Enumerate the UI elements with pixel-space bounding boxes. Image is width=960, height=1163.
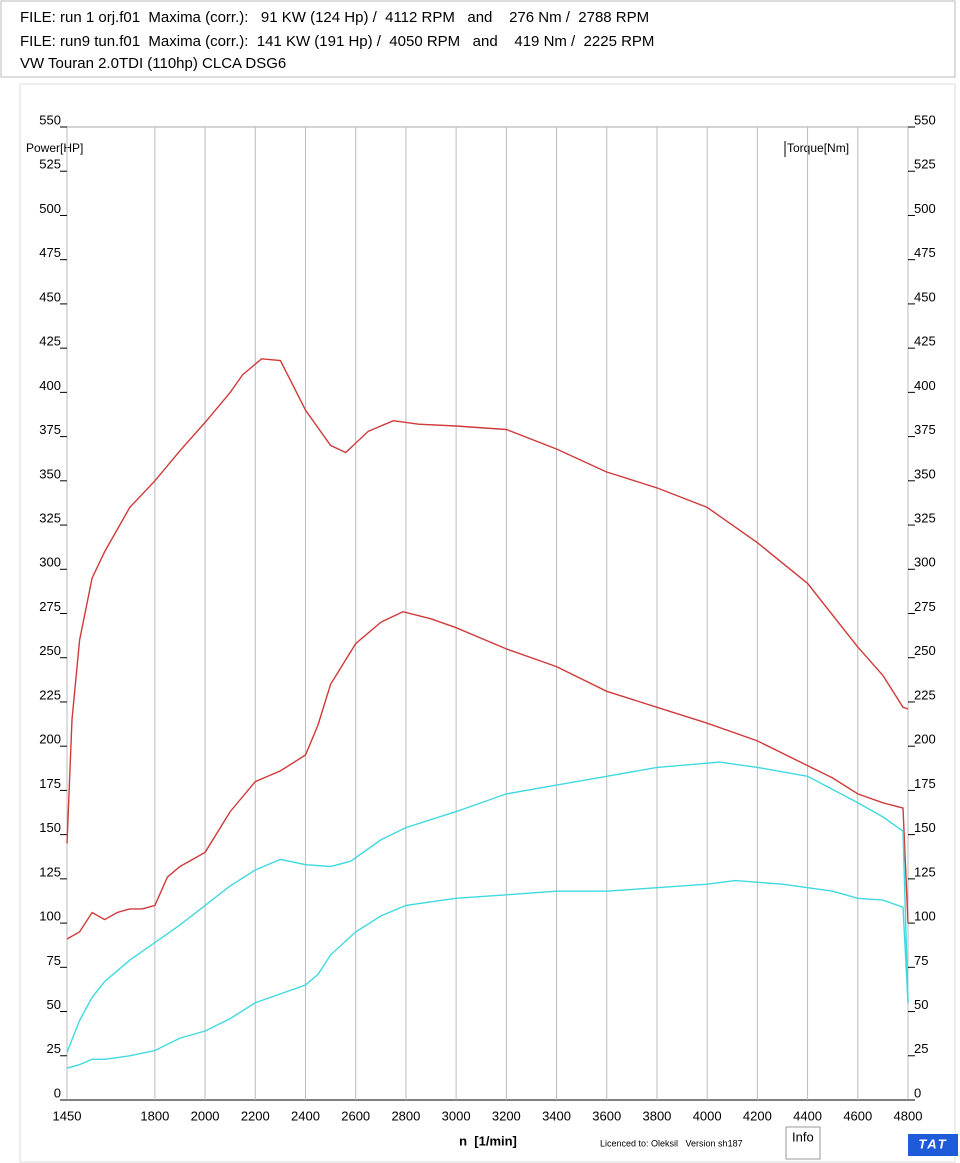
x-tick-label: 2600 bbox=[341, 1108, 370, 1123]
y-tick-label: 550 bbox=[39, 112, 61, 127]
x-tick-label: 2400 bbox=[291, 1108, 320, 1123]
x-tick-label: 3600 bbox=[592, 1108, 621, 1123]
x-axis-label: n [1/min] bbox=[459, 1133, 517, 1148]
x-tick-label: 4000 bbox=[693, 1108, 722, 1123]
y2-tick-label: 200 bbox=[914, 732, 936, 747]
y-tick-label: 400 bbox=[39, 378, 61, 393]
y2-tick-label: 250 bbox=[914, 643, 936, 658]
y-tick-label: 125 bbox=[39, 864, 61, 879]
header-box bbox=[0, 0, 956, 78]
y-tick-label: 175 bbox=[39, 776, 61, 791]
y-tick-label: 475 bbox=[39, 245, 61, 260]
y-tick-label: 75 bbox=[47, 953, 61, 968]
licence-text: Licenced to: Oleksil Version sh187 bbox=[600, 1138, 743, 1148]
y-tick-label: 150 bbox=[39, 820, 61, 835]
y2-tick-label: 400 bbox=[914, 378, 936, 393]
logo: TAT bbox=[918, 1136, 947, 1151]
logo-box bbox=[908, 1134, 958, 1156]
x-tick-label: 4600 bbox=[843, 1108, 872, 1123]
y-tick-label: 225 bbox=[39, 687, 61, 702]
x-tick-label: 1800 bbox=[140, 1108, 169, 1123]
y-tick-label: 50 bbox=[47, 997, 61, 1012]
y2-tick-label: 125 bbox=[914, 864, 936, 879]
y2-tick-label: 0 bbox=[914, 1085, 921, 1100]
header-line: VW Touran 2.0TDI (110hp) CLCA DSG6 bbox=[20, 55, 286, 72]
x-tick-label: 4400 bbox=[793, 1108, 822, 1123]
info-button-label[interactable]: Info bbox=[792, 1129, 814, 1144]
y-tick-label: 525 bbox=[39, 157, 61, 172]
y-tick-label: 200 bbox=[39, 732, 61, 747]
y-tick-label: 250 bbox=[39, 643, 61, 658]
header-line: FILE: run 1 orj.f01 Maxima (corr.): 91 K… bbox=[20, 9, 649, 26]
y-tick-label: 100 bbox=[39, 909, 61, 924]
y2-tick-label: 350 bbox=[914, 466, 936, 481]
y-tick-label: 25 bbox=[47, 1041, 61, 1056]
y2-tick-label: 300 bbox=[914, 555, 936, 570]
series-line bbox=[66, 358, 909, 844]
y-tick-label: 500 bbox=[39, 201, 61, 216]
y-tick-label: 425 bbox=[39, 334, 61, 349]
x-tick-label: 3400 bbox=[542, 1108, 571, 1123]
y2-tick-label: 100 bbox=[914, 909, 936, 924]
y2-tick-label: 375 bbox=[914, 422, 936, 437]
y-tick-label: 450 bbox=[39, 289, 61, 304]
y2-tick-label: 500 bbox=[914, 201, 936, 216]
series-line bbox=[66, 610, 909, 940]
y2-tick-label: 525 bbox=[914, 157, 936, 172]
series-line bbox=[66, 761, 909, 1053]
y2-tick-label: 450 bbox=[914, 289, 936, 304]
chart-frame bbox=[19, 83, 956, 1163]
info-button[interactable] bbox=[785, 1126, 821, 1160]
y2-tick-label: 325 bbox=[914, 510, 936, 525]
y2-tick-label: 50 bbox=[914, 997, 928, 1012]
x-tick-label: 2000 bbox=[191, 1108, 220, 1123]
x-tick-label: 3800 bbox=[642, 1108, 671, 1123]
y-tick-label: 275 bbox=[39, 599, 61, 614]
y-tick-label: 350 bbox=[39, 466, 61, 481]
y-tick-label: 0 bbox=[54, 1085, 61, 1100]
x-tick-label: 2800 bbox=[391, 1108, 420, 1123]
y2-tick-label: 475 bbox=[914, 245, 936, 260]
x-tick-label: 2200 bbox=[241, 1108, 270, 1123]
y2-tick-label: 25 bbox=[914, 1041, 928, 1056]
y2-tick-label: 175 bbox=[914, 776, 936, 791]
header-line: FILE: run9 tun.f01 Maxima (corr.): 141 K… bbox=[20, 33, 654, 50]
x-tick-label: 3200 bbox=[492, 1108, 521, 1123]
x-tick-label: 1450 bbox=[53, 1108, 82, 1123]
y2-tick-label: 275 bbox=[914, 599, 936, 614]
y2-tick-label: 225 bbox=[914, 687, 936, 702]
x-tick-label: 4800 bbox=[894, 1108, 923, 1123]
series-line bbox=[66, 879, 909, 1069]
y2-axis-label: Torque[Nm] bbox=[787, 141, 849, 155]
y2-tick-label: 425 bbox=[914, 334, 936, 349]
y-tick-label: 300 bbox=[39, 555, 61, 570]
y2-tick-label: 550 bbox=[914, 112, 936, 127]
y-axis-label: Power[HP] bbox=[26, 141, 83, 155]
x-tick-label: 4200 bbox=[743, 1108, 772, 1123]
y2-tick-label: 150 bbox=[914, 820, 936, 835]
x-tick-label: 3000 bbox=[442, 1108, 471, 1123]
y-tick-label: 375 bbox=[39, 422, 61, 437]
y2-tick-label: 75 bbox=[914, 953, 928, 968]
y-tick-label: 325 bbox=[39, 510, 61, 525]
